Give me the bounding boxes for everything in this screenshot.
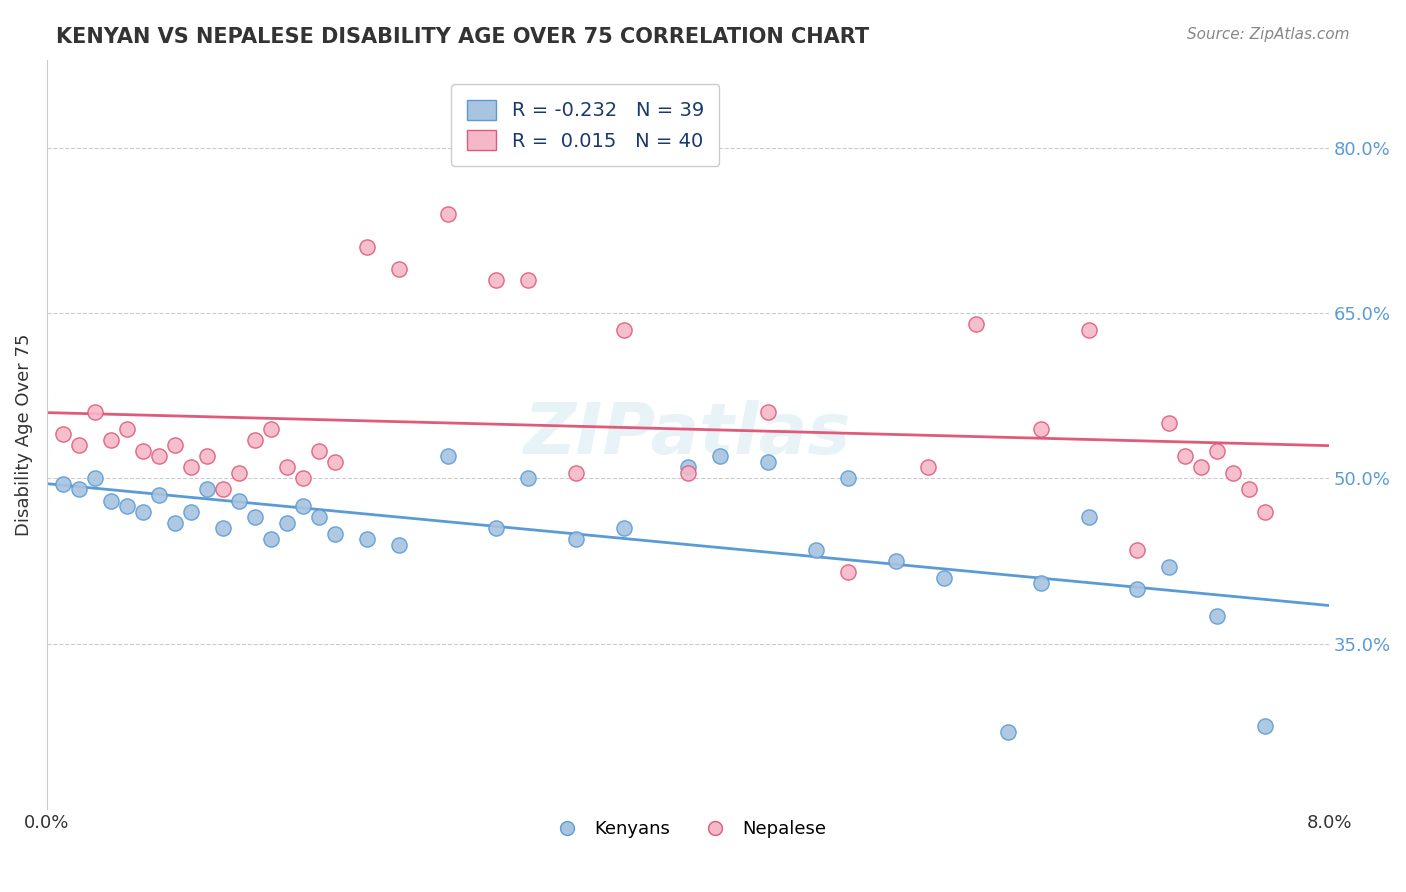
Point [165,438,187,452]
Point [565,466,588,480]
Point [917,460,939,475]
Y-axis label: Disability Age Over 75: Disability Age Over 75 [15,333,32,535]
Point [276,460,298,475]
Point [67,483,90,497]
Point [148,488,170,502]
Text: KENYAN VS NEPALESE DISABILITY AGE OVER 75 CORRELATION CHART: KENYAN VS NEPALESE DISABILITY AGE OVER 7… [56,27,869,46]
Point [756,455,779,469]
Point [212,521,235,535]
Point [565,532,588,546]
Point [180,460,202,475]
Point [837,471,859,485]
Point [100,433,122,447]
Point [884,554,907,568]
Legend: Kenyans, Nepalese: Kenyans, Nepalese [543,813,834,845]
Point [965,317,987,331]
Point [1205,443,1227,458]
Point [276,516,298,530]
Point [115,499,138,513]
Point [228,493,250,508]
Point [148,450,170,464]
Point [1237,483,1260,497]
Point [195,483,218,497]
Point [67,438,90,452]
Point [1077,323,1099,337]
Point [1254,504,1277,518]
Point [212,483,235,497]
Point [388,538,411,552]
Point [52,427,75,442]
Point [709,450,731,464]
Point [1125,582,1147,596]
Point [436,207,458,221]
Point [676,460,699,475]
Point [325,455,347,469]
Point [1029,422,1052,436]
Point [260,532,283,546]
Point [837,565,859,579]
Point [52,477,75,491]
Point [1222,466,1244,480]
Point [676,466,699,480]
Point [100,493,122,508]
Point [245,433,267,447]
Point [195,450,218,464]
Point [485,273,508,287]
Point [388,262,411,277]
Point [1029,576,1052,591]
Point [292,499,315,513]
Point [613,323,636,337]
Point [997,725,1019,739]
Point [516,471,538,485]
Point [245,510,267,524]
Point [228,466,250,480]
Point [325,526,347,541]
Point [84,405,107,419]
Point [1205,609,1227,624]
Point [934,571,956,585]
Point [115,422,138,436]
Point [1174,450,1197,464]
Point [1077,510,1099,524]
Point [356,532,378,546]
Point [165,516,187,530]
Point [356,240,378,254]
Point [1254,719,1277,733]
Point [1125,543,1147,558]
Point [260,422,283,436]
Point [485,521,508,535]
Point [1157,417,1180,431]
Point [804,543,827,558]
Point [292,471,315,485]
Point [1157,559,1180,574]
Text: Source: ZipAtlas.com: Source: ZipAtlas.com [1187,27,1350,42]
Point [132,443,155,458]
Point [613,521,636,535]
Point [756,405,779,419]
Point [436,450,458,464]
Point [180,504,202,518]
Point [516,273,538,287]
Point [132,504,155,518]
Point [308,443,330,458]
Point [308,510,330,524]
Point [1189,460,1212,475]
Point [84,471,107,485]
Text: ZIPatlas: ZIPatlas [524,400,852,469]
